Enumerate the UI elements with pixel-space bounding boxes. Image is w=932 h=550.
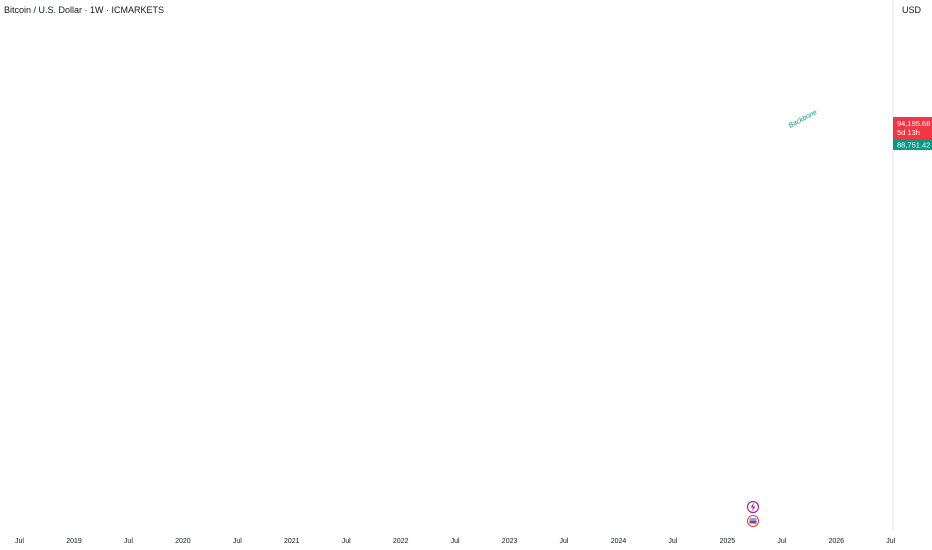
backbone-label: Backbone: [788, 109, 819, 130]
current-price-tag: 94,195.68 5d 13h: [893, 117, 932, 139]
x-tick-label: 2023: [502, 538, 518, 545]
support-price-tag: 88,751.42: [893, 139, 932, 150]
x-tick-label: Jul: [342, 538, 351, 545]
time-axis[interactable]: Jul 2019 Jul 2020 Jul 2021 Jul 2022 Jul 2023 Jul 20…: [15, 538, 896, 545]
flag-icon[interactable]: [747, 515, 759, 527]
svg-text:88,751.42: 88,751.42: [897, 141, 930, 150]
x-tick-label: 2020: [175, 538, 191, 545]
x-tick-label: Jul: [777, 538, 786, 545]
x-tick-label: Jul: [233, 538, 242, 545]
x-tick-label: Jul: [15, 538, 24, 545]
x-tick-label: 2025: [720, 538, 736, 545]
flash-icon[interactable]: [746, 500, 760, 514]
x-tick-label: Jul: [560, 538, 569, 545]
x-tick-label: Jul: [886, 538, 895, 545]
x-tick-label: 2019: [66, 538, 82, 545]
symbol-title: Bitcoin / U.S. Dollar · 1W · ICMARKETS: [4, 5, 164, 15]
x-tick-label: 2026: [829, 538, 845, 545]
svg-text:94,195.68: 94,195.68: [897, 119, 930, 128]
x-tick-label: Jul: [668, 538, 677, 545]
x-tick-label: Jul: [124, 538, 133, 545]
x-tick-label: Jul: [451, 538, 460, 545]
x-tick-label: 2022: [393, 538, 409, 545]
svg-text:5d 13h: 5d 13h: [897, 128, 920, 137]
x-tick-label: 2021: [284, 538, 300, 545]
x-tick-label: 2024: [611, 538, 627, 545]
currency-label: USD: [902, 5, 922, 15]
